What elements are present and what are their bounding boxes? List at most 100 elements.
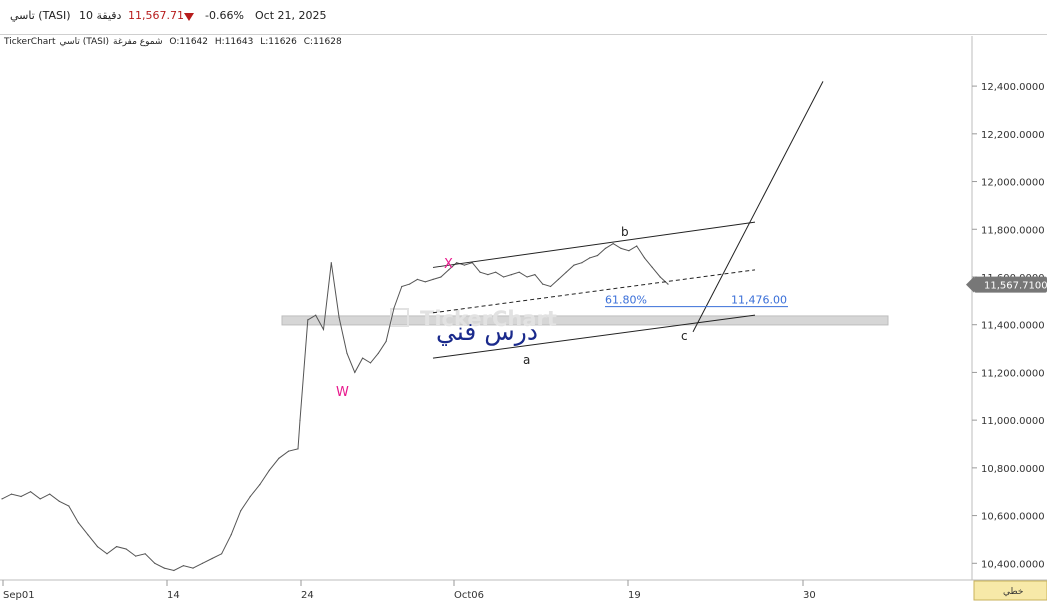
price-point: [534, 274, 536, 276]
price-point: [589, 257, 591, 259]
channel-upper-line: [432, 221, 756, 268]
price-point: [628, 250, 630, 252]
price-point: [479, 271, 481, 273]
price-point: [330, 262, 332, 264]
price-point: [96, 546, 99, 548]
wave-label-c: c: [681, 329, 688, 343]
watermark-arabic-text: درس فني: [436, 317, 538, 346]
price-point: [581, 262, 583, 264]
x-tick-label: 14: [167, 590, 180, 601]
price-point: [211, 557, 213, 560]
projection-line: [692, 81, 824, 333]
x-tick-label: 24: [301, 590, 314, 601]
price-point: [448, 269, 450, 271]
price-point: [125, 548, 127, 550]
price-point: [322, 328, 325, 331]
price-point: [297, 448, 299, 450]
price-point: [259, 484, 261, 486]
y-tick-label: 12,400.0000: [981, 82, 1045, 93]
price-point: [1, 498, 3, 500]
price-point: [287, 450, 290, 452]
price-point: [612, 243, 614, 245]
y-tick-label: 10,600.0000: [981, 512, 1045, 523]
price-point: [620, 247, 622, 249]
price-point: [542, 283, 544, 285]
price-point: [487, 274, 489, 276]
y-tick-label: 11,000.0000: [981, 416, 1045, 427]
x-tick-label: 19: [628, 590, 641, 601]
price-point: [249, 495, 251, 498]
info-low: L:11626: [260, 37, 297, 47]
price-point: [651, 266, 653, 268]
watermark-logo-icon: [390, 308, 409, 327]
price-point: [573, 264, 575, 266]
price-point: [173, 569, 175, 572]
price-point: [604, 247, 607, 249]
price-point: [299, 419, 301, 421]
price-point: [87, 534, 89, 536]
info-open: O:11642: [169, 37, 209, 47]
top-bar: تاسي (TASI) 10 دقيقة 11,567.71 -0.66% Oc…: [0, 0, 1047, 35]
info-name: تاسي (TASI): [59, 37, 110, 47]
price-point: [401, 285, 403, 288]
last-price: 11,567.71: [128, 9, 184, 22]
current-price-tag: [974, 276, 1047, 293]
price-point: [424, 281, 426, 283]
wave-label-b: b: [621, 225, 629, 239]
y-tick-label: 12,000.0000: [981, 178, 1045, 189]
fib-value-label: 11,476.00: [731, 294, 787, 307]
symbol-name[interactable]: تاسي (TASI): [10, 9, 71, 22]
price-point: [557, 278, 560, 280]
support-zone-band: [281, 315, 889, 326]
price-point: [116, 546, 118, 548]
price-point: [346, 352, 348, 354]
price-point: [565, 271, 567, 273]
y-tick-label: 11,400.0000: [981, 321, 1045, 332]
y-tick-label: 10,800.0000: [981, 464, 1045, 475]
price-point: [201, 562, 204, 564]
price-point: [77, 522, 79, 524]
info-source: TickerChart: [4, 37, 56, 47]
price-point: [230, 534, 232, 536]
price-point: [659, 276, 661, 278]
y-tick-label: 11,800.0000: [981, 225, 1045, 236]
chart-type-button-label: خطي: [1003, 587, 1023, 597]
price-point: [377, 352, 379, 354]
price-point: [182, 565, 184, 567]
y-tick-label: 11,200.0000: [981, 368, 1045, 379]
price-point: [456, 262, 458, 264]
price-point: [221, 553, 223, 555]
price-point: [550, 285, 552, 288]
price-point: [636, 245, 638, 247]
price-point: [518, 271, 520, 273]
price-point: [510, 274, 512, 276]
y-tick-label: 10,400.0000: [981, 559, 1045, 570]
price-point: [106, 553, 108, 555]
price-point: [409, 283, 411, 285]
x-tick-label: Sep01: [3, 590, 35, 601]
price-point: [667, 283, 669, 285]
wave-label-x: X: [444, 257, 453, 272]
price-point: [643, 257, 646, 259]
chart-type-button[interactable]: [973, 580, 1047, 601]
price-point: [362, 357, 364, 359]
info-high: H:11643: [214, 37, 254, 47]
price-point: [39, 498, 41, 500]
price-point: [369, 362, 372, 364]
price-point: [463, 264, 465, 266]
wave-label-w: W: [336, 385, 349, 400]
price-point: [192, 567, 194, 569]
price-point: [596, 254, 599, 257]
change-percent: -0.66%: [205, 9, 244, 22]
x-tick-label: 30: [803, 590, 816, 601]
price-point: [49, 493, 51, 495]
price-point: [338, 316, 340, 319]
fib-percent-label: 61.80%: [605, 294, 647, 307]
price-line[interactable]: [1, 243, 669, 572]
ohlc-info-bar: TickerChart تاسي (TASI) شموع مفرغة O:11642…: [4, 37, 346, 47]
channel-mid-line: [432, 269, 756, 314]
down-arrow-icon: [184, 13, 194, 21]
price-point: [135, 555, 137, 557]
interval-label[interactable]: 10 دقيقة: [79, 9, 122, 22]
